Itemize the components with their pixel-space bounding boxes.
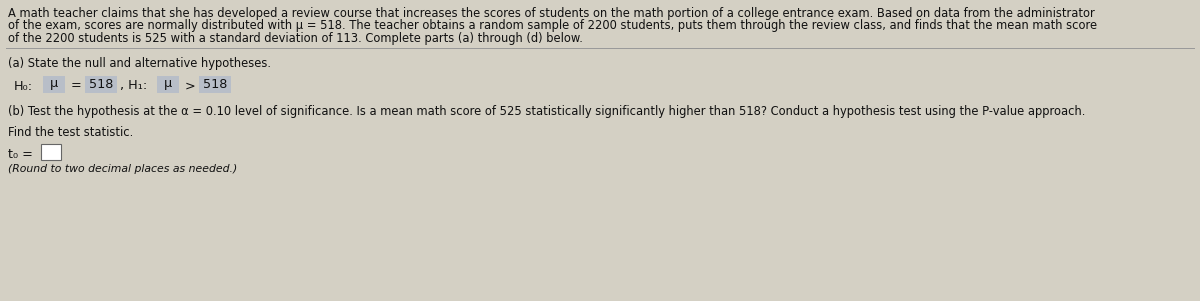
Text: =: = [71,79,82,92]
Text: 518: 518 [89,77,113,91]
Text: of the 2200 students is 525 with a standard deviation of 113. Complete parts (a): of the 2200 students is 525 with a stand… [8,32,583,45]
Text: H₀:: H₀: [14,79,34,92]
FancyBboxPatch shape [43,76,65,92]
Text: μ: μ [164,77,172,91]
Text: Find the test statistic.: Find the test statistic. [8,126,133,138]
Text: (b) Test the hypothesis at the α = 0.10 level of significance. Is a mean math sc: (b) Test the hypothesis at the α = 0.10 … [8,105,1085,119]
Text: A math teacher claims that she has developed a review course that increases the : A math teacher claims that she has devel… [8,7,1094,20]
Text: of the exam, scores are normally distributed with μ = 518. The teacher obtains a: of the exam, scores are normally distrib… [8,20,1097,33]
Text: t₀ =: t₀ = [8,147,32,160]
FancyBboxPatch shape [199,76,230,92]
Text: (Round to two decimal places as needed.): (Round to two decimal places as needed.) [8,163,238,173]
FancyBboxPatch shape [85,76,118,92]
Text: >: > [185,79,196,92]
Text: 518: 518 [203,77,227,91]
Text: (a) State the null and alternative hypotheses.: (a) State the null and alternative hypot… [8,57,271,70]
FancyBboxPatch shape [157,76,179,92]
Text: , H₁:: , H₁: [120,79,148,92]
FancyBboxPatch shape [41,144,61,160]
Text: μ: μ [50,77,58,91]
